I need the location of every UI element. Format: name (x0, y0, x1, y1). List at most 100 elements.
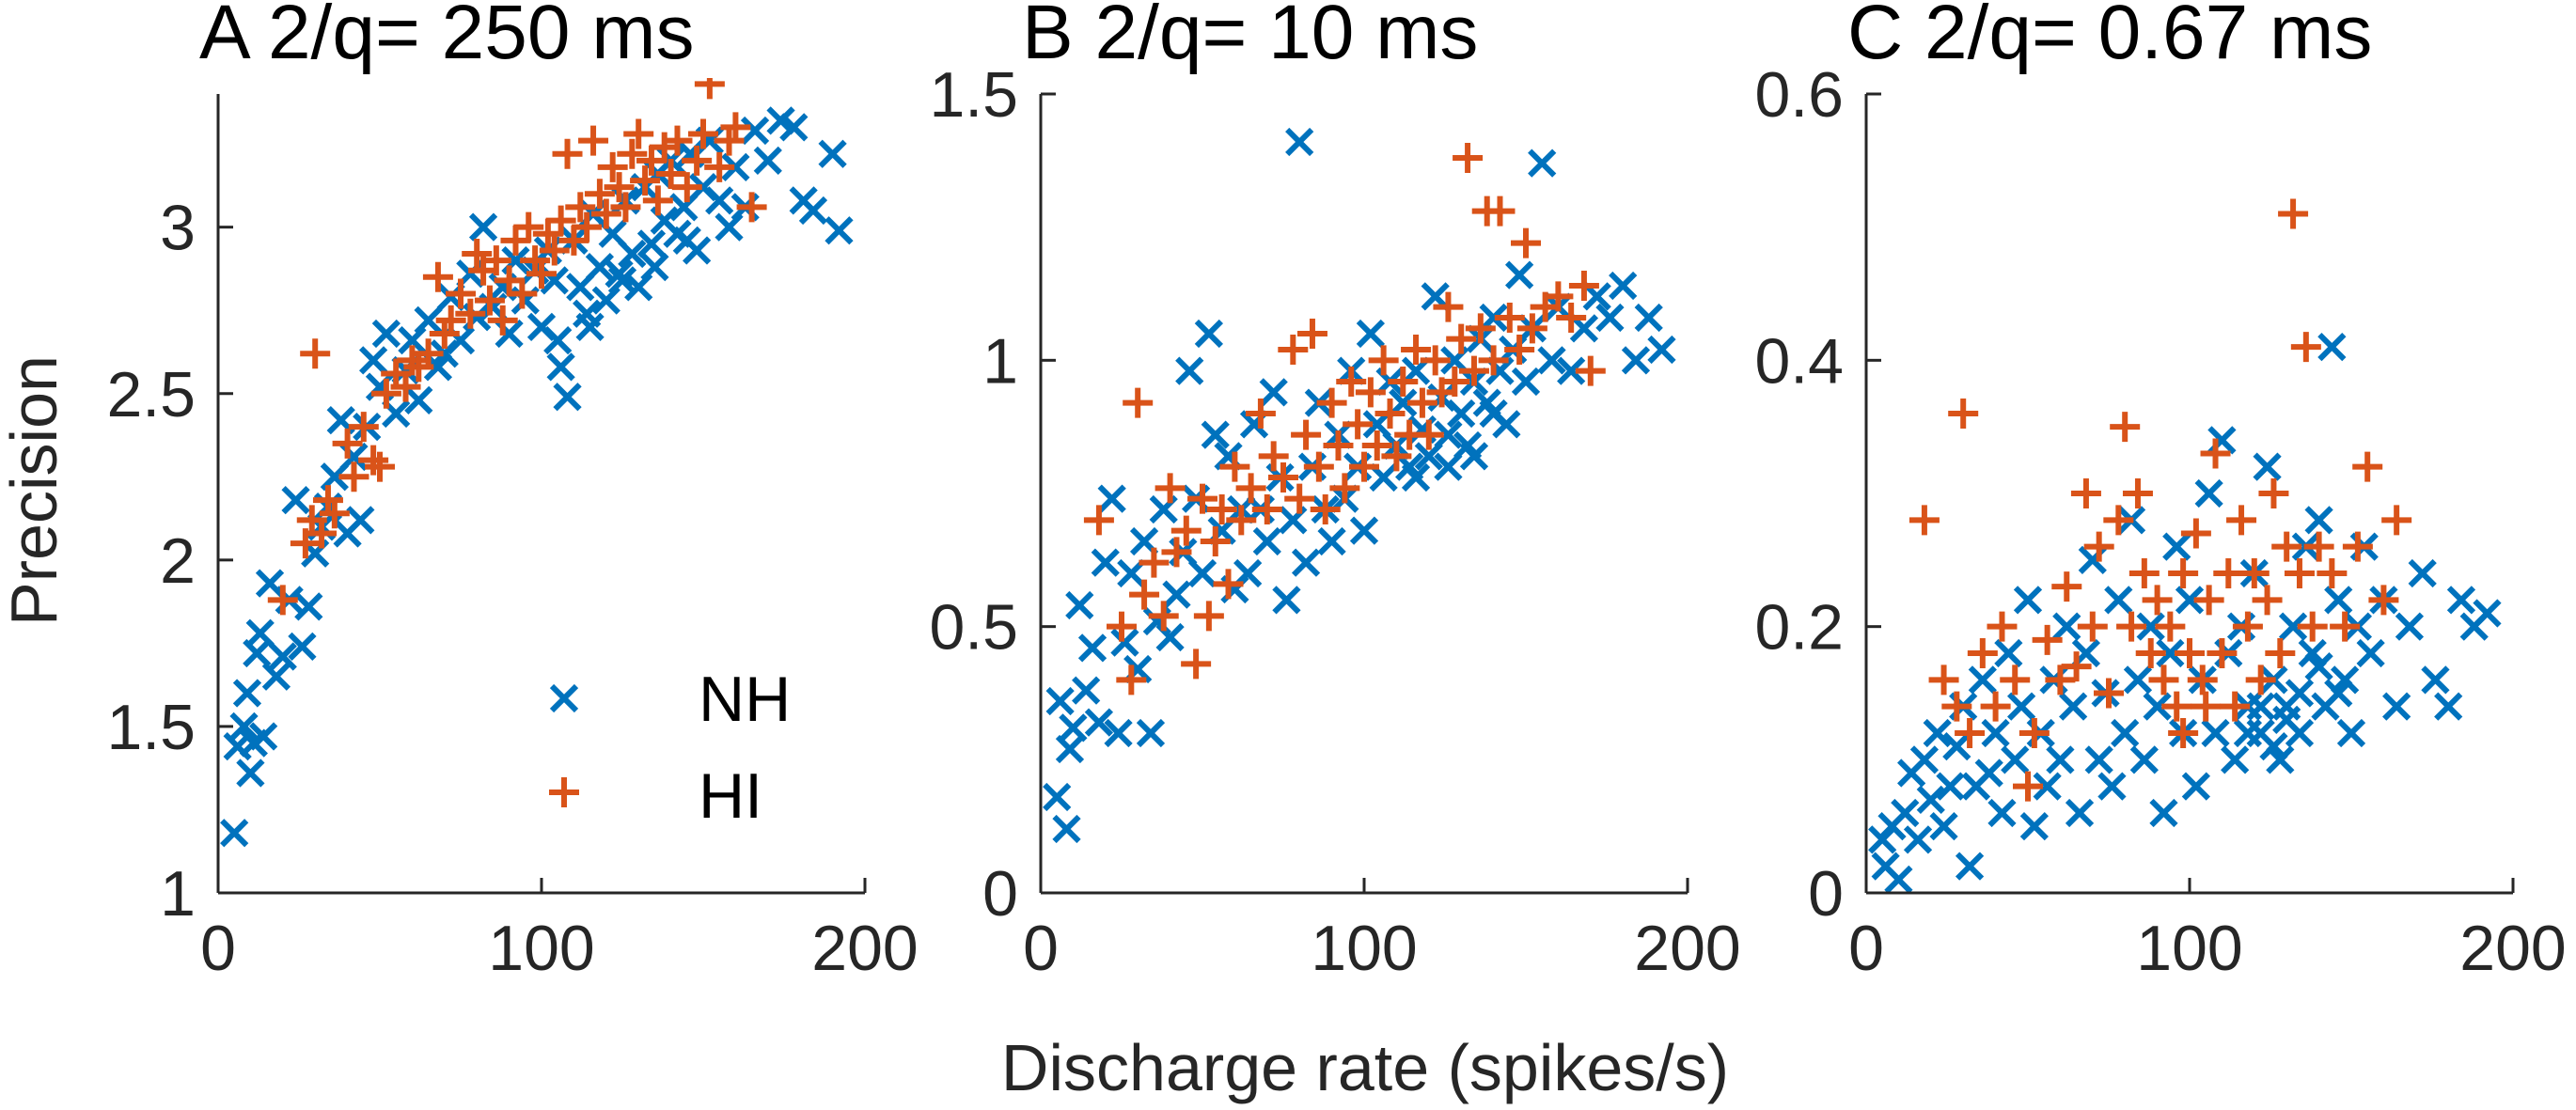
data-point-nh (2408, 558, 2437, 588)
data-point-hi (1200, 526, 1231, 556)
data-point-hi (1478, 345, 1509, 376)
data-point-hi (2110, 412, 2141, 443)
data-point-nh (1349, 516, 1379, 545)
data-point-hi (1219, 451, 1250, 482)
data-point-hi (312, 485, 343, 516)
data-point-nh (672, 226, 701, 255)
x-tick-label: 0 (200, 913, 236, 984)
data-point-nh (1072, 676, 1101, 705)
data-point-nh (2019, 812, 2050, 841)
data-point-hi (720, 112, 751, 143)
data-point-nh (2246, 692, 2275, 721)
data-point-hi (2168, 718, 2199, 748)
data-point-hi (736, 192, 767, 223)
panel-b: B 2/q= 10 ms 0 100 200 0 0.5 1 1.5 (929, 0, 1740, 984)
data-point-nh (1595, 303, 1625, 333)
data-point-nh (2336, 718, 2366, 748)
data-point-nh (1052, 814, 1081, 844)
data-point-nh (2421, 665, 2450, 695)
data-point-hi (1516, 313, 1547, 344)
y-tick-label: 0.2 (1754, 592, 1844, 664)
data-point-hi (2070, 478, 2101, 508)
data-point-hi (2051, 571, 2082, 602)
data-point-nh (1621, 346, 1651, 375)
data-point-nh (2111, 718, 2140, 748)
x-tick-label: 0 (1848, 913, 1884, 984)
data-point-nh (1136, 718, 1166, 748)
data-point-hi (1268, 462, 1298, 492)
legend: NH HI (549, 664, 791, 832)
data-point-hi (2193, 585, 2224, 616)
data-point-hi (1413, 419, 1444, 450)
data-point-nh (2162, 532, 2191, 561)
panel-c: C 2/q= 0.67 ms 0 100 200 0 0.2 0.4 0.6 (1754, 0, 2566, 984)
data-point-nh (371, 319, 401, 349)
data-point-nh (1891, 798, 1920, 828)
data-point-hi (2252, 585, 2283, 616)
data-point-hi (397, 345, 428, 376)
data-point-hi (1374, 399, 1406, 429)
data-point-hi (2083, 531, 2114, 562)
data-point-nh (2272, 705, 2301, 734)
data-point-hi (1388, 367, 1419, 397)
x-tick-label: 100 (2136, 913, 2242, 984)
data-point-nh (236, 758, 265, 788)
data-point-nh (2395, 612, 2425, 641)
data-point-hi (623, 118, 654, 149)
data-point-nh (281, 485, 310, 515)
data-point-nh (2059, 692, 2088, 721)
x-axis-title: Discharge rate (spikes/s) (1001, 1031, 1729, 1104)
data-point-hi (1446, 323, 1477, 354)
data-point-hi (649, 132, 680, 163)
x-tick-label: 100 (1311, 913, 1417, 984)
data-point-nh (2304, 506, 2333, 535)
data-point-nh (1968, 665, 1997, 695)
data-point-hi (2238, 558, 2270, 588)
data-point-nh (2097, 772, 2127, 801)
y-tick-label: 0 (982, 858, 1018, 930)
data-point-hi (1948, 399, 1979, 429)
data-point-nh (1187, 558, 1217, 588)
data-point-hi (2220, 691, 2251, 722)
panel-title: B 2/q= 10 ms (1022, 0, 1478, 75)
data-point-hi (682, 145, 713, 176)
x-tick-label: 200 (811, 913, 918, 984)
y-tick-label: 1 (982, 325, 1018, 397)
data-point-nh (2052, 612, 2081, 641)
data-point-nh (2104, 586, 2133, 615)
data-point-nh (553, 383, 582, 412)
data-point-nh (1097, 484, 1126, 513)
data-point-hi (2018, 718, 2050, 748)
data-point-hi (1303, 451, 1334, 482)
data-point-hi (2297, 611, 2328, 642)
data-point-nh (1091, 548, 1120, 577)
data-point-hi (1361, 430, 1392, 461)
data-point-hi (655, 159, 686, 189)
data-point-hi (2168, 558, 2199, 588)
data-point-nh (1043, 782, 1072, 812)
data-point-hi (1323, 430, 1354, 461)
data-point-nh (779, 113, 809, 142)
y-tick-label: 2 (160, 525, 196, 597)
data-point-hi (1251, 494, 1282, 524)
data-point-hi (590, 198, 621, 229)
data-point-hi (1458, 355, 1489, 386)
data-point-nh (2175, 586, 2205, 615)
legend-marker-nh (549, 683, 579, 713)
data-point-hi (662, 125, 693, 156)
data-point-nh (1647, 335, 1676, 365)
x-tick-label: 200 (2459, 913, 2566, 984)
data-point-nh (818, 139, 847, 168)
data-point-hi (584, 179, 615, 210)
data-point-hi (358, 445, 389, 476)
data-point-hi (1226, 505, 1257, 536)
data-point-hi (1543, 281, 1574, 312)
data-point-hi (1433, 291, 1464, 322)
data-point-nh (2181, 772, 2211, 801)
data-point-hi (1107, 611, 1137, 642)
data-point-nh (2156, 638, 2185, 668)
y-tick-label: 1 (160, 858, 196, 930)
panel-title: A 2/q= 250 ms (199, 0, 695, 75)
data-point-nh (640, 253, 669, 282)
